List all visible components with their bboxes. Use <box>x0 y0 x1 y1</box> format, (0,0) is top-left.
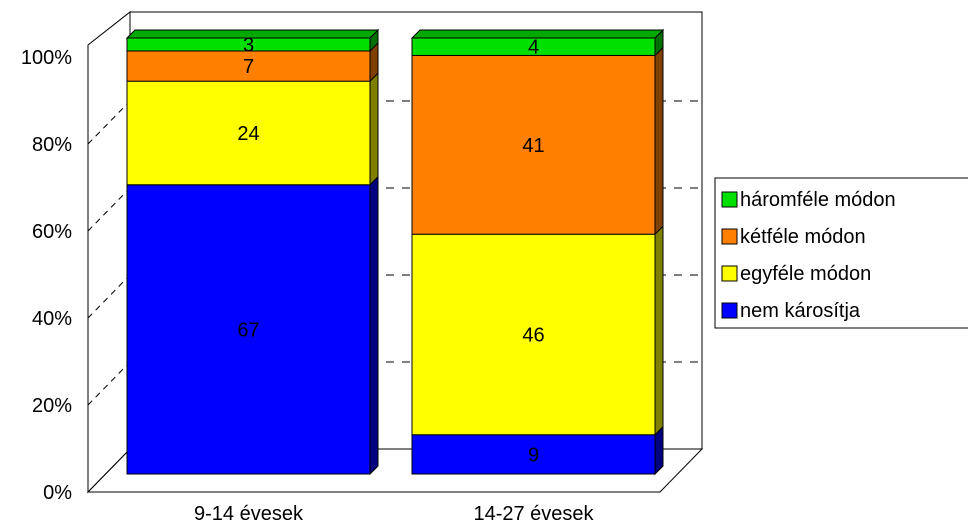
data-label: 7 <box>243 56 254 78</box>
data-labels: 67 24 73 9 46 41 4 <box>237 34 544 466</box>
bar-side <box>369 175 379 476</box>
category-label: 9-14 évesek <box>194 503 304 525</box>
data-label: 41 <box>522 135 544 157</box>
category-label: 14-27 évesek <box>473 503 594 525</box>
bar-segment <box>411 233 656 436</box>
legend-swatch <box>721 265 738 282</box>
legend-box <box>714 177 968 329</box>
data-label: 24 <box>237 123 259 145</box>
bar-top <box>125 29 380 39</box>
bar-segment <box>126 50 371 82</box>
bar-side <box>654 46 664 236</box>
bar-top <box>410 29 665 39</box>
y-tick-label: 80% <box>32 134 72 156</box>
legend-label: nem károsítja <box>740 300 861 322</box>
floor <box>86 448 704 493</box>
y-tick-label: 100% <box>21 47 72 69</box>
y-tick-label: 60% <box>32 221 72 243</box>
bar-segment <box>126 184 371 475</box>
y-tick-label: 0% <box>43 482 72 504</box>
gridline-side <box>87 187 131 232</box>
legend: háromféle módon kétféle módon egyféle módo… <box>714 177 968 329</box>
bar-segment <box>411 54 656 235</box>
bar-segment <box>411 434 656 475</box>
side-wall <box>87 10 131 494</box>
legend-label: egyféle módon <box>740 263 871 285</box>
legend-swatch <box>721 228 738 245</box>
category-labels: 9-14 évesek 14-27 évesek <box>194 503 595 525</box>
y-tick-label: 40% <box>32 308 72 330</box>
gridline-side <box>87 100 131 145</box>
y-tick-label: 20% <box>32 395 72 417</box>
data-label: 4 <box>528 37 539 59</box>
data-label: 9 <box>528 444 539 466</box>
legend-swatch <box>721 191 738 208</box>
legend-label: kétféle módon <box>740 226 866 248</box>
value-axis: 0% 20% 40% 60% 80% 100% <box>21 47 72 504</box>
gridline-side <box>87 274 131 319</box>
gridline-side <box>87 361 131 406</box>
data-label: 67 <box>237 319 259 341</box>
legend-swatch <box>721 302 738 319</box>
data-label: 3 <box>243 34 254 56</box>
bar-side <box>654 224 664 436</box>
bar-side <box>369 71 379 186</box>
legend-label: háromféle módon <box>740 189 896 211</box>
data-label: 46 <box>522 324 544 346</box>
bars <box>125 28 665 476</box>
bar-segment <box>126 80 371 186</box>
